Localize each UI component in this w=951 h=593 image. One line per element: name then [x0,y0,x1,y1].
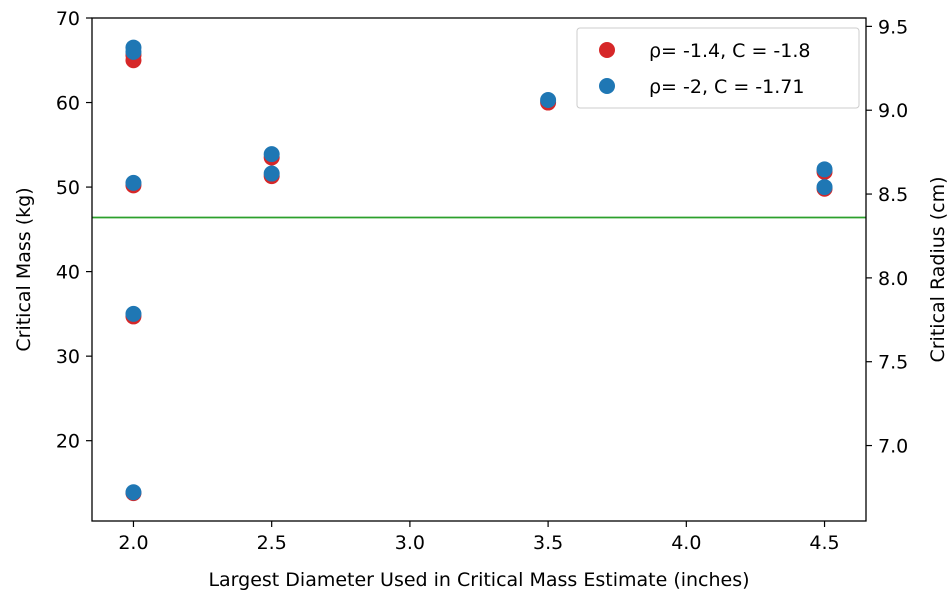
y-tick-label: 30 [56,346,80,368]
data-point-series-2 [125,484,142,501]
y2-tick-label: 8.5 [878,184,908,206]
x-tick-label: 4.0 [671,532,701,554]
y-tick-label: 60 [56,93,80,115]
x-tick-label: 2.0 [118,532,148,554]
y2-tick-label: 8.0 [878,268,908,290]
legend: ρ= -1.4, C = -1.8 ρ= -2, C = -1.71 [576,27,860,109]
y-tick-label: 40 [56,262,80,284]
y-tick-label: 50 [56,177,80,199]
data-point-series-2 [263,165,280,182]
y-tick-label: 70 [56,8,80,30]
y2-tick-label: 7.5 [878,352,908,374]
x-tick-label: 4.5 [809,532,839,554]
legend-label-series-2: ρ= -2, C = -1.71 [649,76,804,98]
x-axis-label: Largest Diameter Used in Critical Mass E… [208,569,749,591]
y2-tick-label: 9.0 [878,100,908,122]
data-point-series-2 [540,92,557,109]
y-axis-label: Critical Mass (kg) [13,187,35,351]
data-point-series-2 [125,174,142,191]
data-point-series-2 [263,146,280,163]
y-tick-label: 20 [56,431,80,453]
data-point-series-2 [125,43,142,60]
data-point-series-2 [816,179,833,196]
x-tick-label: 2.5 [257,532,287,554]
legend-marker-series-1 [599,42,615,58]
legend-label-series-1: ρ= -1.4, C = -1.8 [649,40,811,62]
data-point-series-2 [816,161,833,178]
x-tick-label: 3.5 [533,532,563,554]
y2-tick-label: 9.5 [878,16,908,38]
legend-box [576,27,860,109]
x-tick-label: 3.0 [395,532,425,554]
legend-marker-series-2 [599,78,615,94]
y2-axis-label: Critical Radius (cm) [927,176,949,362]
plot-frame [91,17,867,522]
y2-tick-label: 7.0 [878,436,908,458]
data-point-series-2 [125,305,142,322]
